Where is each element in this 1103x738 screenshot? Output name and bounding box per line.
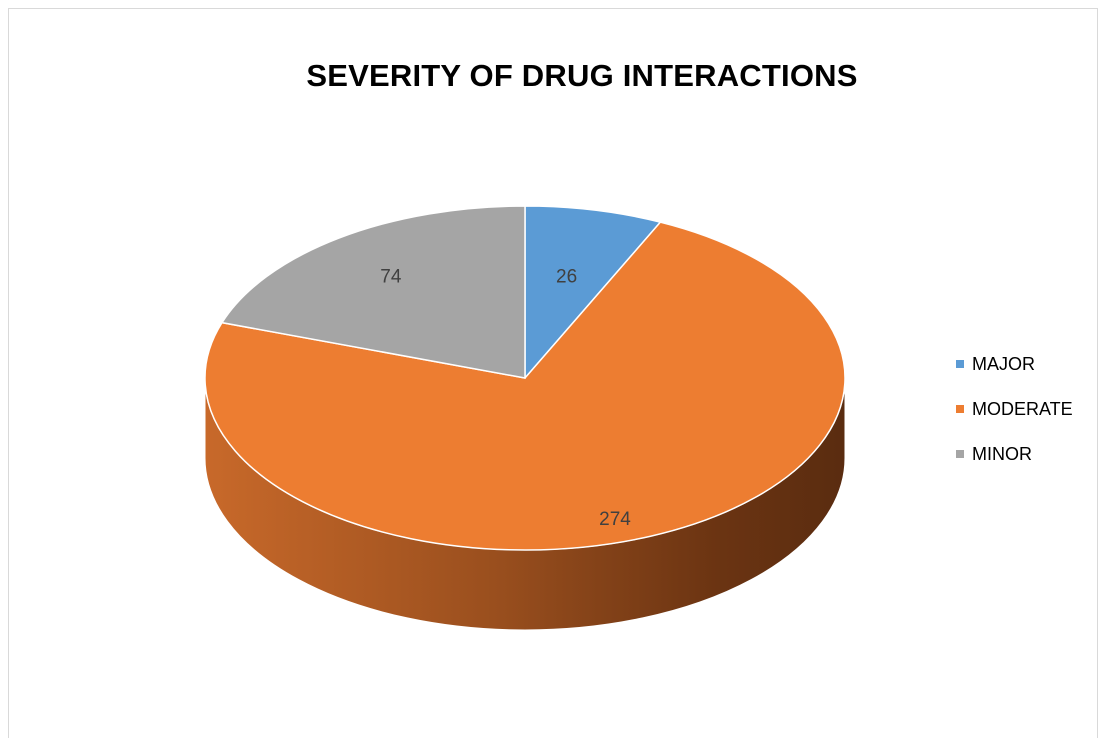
legend: MAJOR MODERATE MINOR <box>956 353 1073 488</box>
legend-swatch-minor <box>956 450 964 458</box>
legend-label-major: MAJOR <box>972 353 1035 374</box>
data-label-minor: 74 <box>380 266 402 287</box>
data-label-major: 26 <box>556 266 577 287</box>
pie-data-labels: 26 274 74 <box>380 266 631 530</box>
legend-item-minor: MINOR <box>956 443 1073 465</box>
data-label-moderate: 274 <box>599 509 631 530</box>
pie-slice-major <box>524 205 662 381</box>
pie-top <box>204 205 846 551</box>
legend-label-minor: MINOR <box>972 443 1032 464</box>
legend-label-moderate: MODERATE <box>972 398 1073 419</box>
chart-title: SEVERITY OF DRUG INTERACTIONS <box>306 58 858 93</box>
chart-frame <box>8 8 1098 738</box>
legend-item-moderate: MODERATE <box>956 398 1073 420</box>
legend-item-major: MAJOR <box>956 353 1073 375</box>
pie-slice-minor <box>220 205 526 379</box>
legend-swatch-moderate <box>956 405 964 413</box>
legend-swatch-major <box>956 360 964 368</box>
pie-slice-moderate <box>204 221 846 551</box>
